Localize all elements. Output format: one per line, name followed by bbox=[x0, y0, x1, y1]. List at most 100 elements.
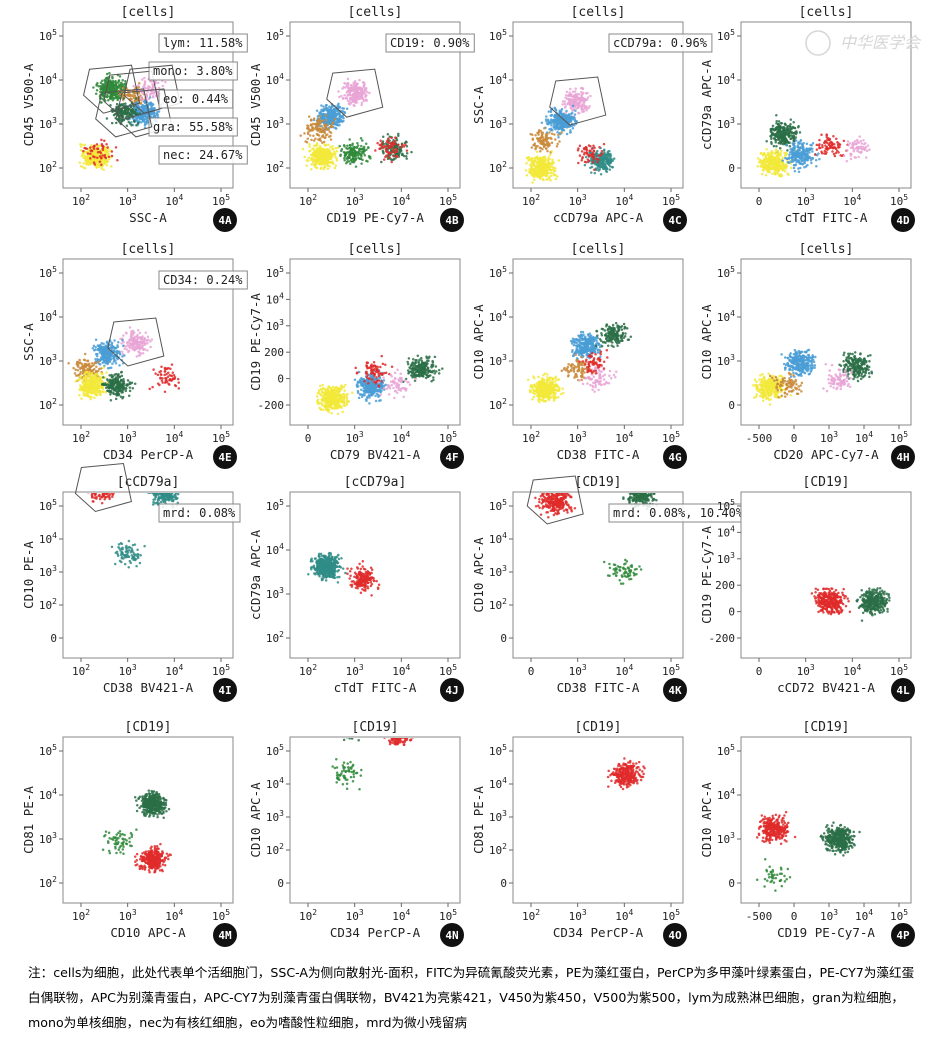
event-point-darkgreen bbox=[794, 136, 798, 139]
gate-outline bbox=[326, 68, 384, 118]
gate-label-box bbox=[148, 117, 238, 137]
event-point-yellow bbox=[760, 159, 764, 163]
event-point-blue bbox=[325, 103, 328, 107]
y-axis-label: CD45 V500-A bbox=[248, 63, 263, 146]
event-point-teal bbox=[590, 171, 593, 174]
event-point-orange bbox=[539, 149, 542, 153]
event-point-red bbox=[592, 149, 596, 153]
event-point-pink bbox=[128, 346, 131, 349]
event-point-orange bbox=[317, 138, 320, 141]
event-point-pink bbox=[354, 101, 357, 104]
event-point-green bbox=[123, 82, 127, 86]
event-point-teal bbox=[603, 163, 606, 166]
event-point-pink bbox=[364, 93, 368, 97]
event-point-yellow bbox=[97, 162, 101, 166]
event-point-yellow bbox=[782, 164, 785, 168]
event-point-pink bbox=[349, 89, 352, 92]
event-point-blue bbox=[800, 146, 803, 149]
event-point-red bbox=[830, 142, 833, 146]
event-point-pink bbox=[146, 349, 149, 352]
event-point-yellow bbox=[315, 166, 319, 170]
event-point-teal bbox=[596, 163, 599, 166]
event-point-yellow bbox=[311, 160, 315, 164]
event-point-orange bbox=[536, 131, 539, 135]
event-point-blue bbox=[570, 116, 573, 120]
event-point-green bbox=[111, 79, 115, 83]
event-point-pink bbox=[145, 95, 149, 98]
event-point-darkgreen bbox=[778, 129, 782, 133]
event-point-pink bbox=[142, 86, 145, 89]
event-point-green bbox=[350, 160, 354, 163]
event-point-red bbox=[818, 146, 822, 150]
event-point-orange bbox=[318, 124, 321, 128]
event-point-blue bbox=[818, 157, 821, 161]
event-point-yellow bbox=[331, 147, 334, 151]
event-point-darkgreen bbox=[780, 121, 784, 125]
event-point-orange bbox=[544, 136, 547, 139]
event-point-yellow bbox=[771, 167, 775, 170]
event-point-green bbox=[111, 76, 114, 80]
event-point-darkgreen bbox=[405, 151, 409, 155]
event-point-pink bbox=[361, 81, 365, 84]
event-point-pink bbox=[156, 81, 160, 85]
event-point-blue bbox=[573, 113, 577, 116]
event-point-yellow bbox=[524, 169, 528, 172]
event-point-red bbox=[89, 146, 92, 149]
event-point-yellow bbox=[783, 151, 786, 155]
event-point-pink bbox=[141, 78, 144, 81]
event-point-darkgreen bbox=[397, 134, 400, 138]
event-point-yellow bbox=[551, 158, 554, 162]
y-tick-label: 104 bbox=[489, 72, 507, 87]
event-point-green bbox=[119, 87, 122, 91]
event-point-pink bbox=[853, 140, 857, 143]
event-point-red bbox=[96, 147, 99, 150]
event-point-blue bbox=[555, 126, 558, 129]
event-point-red bbox=[376, 141, 379, 145]
event-point-orange bbox=[313, 122, 317, 126]
event-point-blue bbox=[335, 112, 338, 116]
event-point-red bbox=[387, 137, 390, 140]
y-axis-label: cCD79a APC-A bbox=[699, 59, 714, 150]
event-point-darkgreen bbox=[769, 127, 773, 131]
event-point-orange bbox=[543, 144, 547, 147]
event-point-pink bbox=[354, 85, 357, 88]
event-point-pink bbox=[358, 86, 362, 89]
event-point-teal bbox=[606, 154, 610, 157]
event-point-darkgreen bbox=[773, 132, 777, 136]
event-point-yellow bbox=[322, 150, 325, 153]
event-point-yellow bbox=[543, 161, 546, 165]
event-point-pink bbox=[340, 94, 343, 98]
event-point-blue bbox=[343, 111, 346, 115]
event-point-blue bbox=[560, 112, 564, 116]
event-point-blue bbox=[553, 106, 557, 110]
x-tick-label: 0 bbox=[756, 195, 763, 208]
event-point-yellow bbox=[777, 173, 781, 176]
event-point-yellow bbox=[78, 161, 82, 164]
event-point-orange bbox=[557, 133, 560, 137]
event-point-pink bbox=[366, 91, 369, 94]
event-point-pink bbox=[573, 90, 577, 93]
event-point-green bbox=[104, 83, 108, 87]
event-point-orange bbox=[321, 119, 324, 123]
event-point-green bbox=[352, 148, 355, 151]
event-point-pink bbox=[120, 350, 124, 353]
event-point-yellow bbox=[548, 157, 551, 161]
event-point-red bbox=[390, 151, 394, 154]
event-point-yellow bbox=[549, 178, 552, 182]
event-point-red bbox=[385, 154, 388, 157]
event-point-red bbox=[89, 152, 92, 155]
event-point-yellow bbox=[543, 159, 547, 162]
gate-label: nec: 24.67% bbox=[158, 145, 248, 165]
event-point-darkgreen bbox=[793, 126, 796, 130]
event-point-yellow bbox=[767, 161, 771, 164]
event-point-blue bbox=[814, 158, 818, 162]
event-point-pink bbox=[139, 352, 143, 355]
event-point-orange bbox=[546, 149, 549, 153]
event-point-green bbox=[360, 144, 363, 148]
event-point-pink bbox=[565, 97, 569, 100]
event-point-orange bbox=[322, 129, 326, 133]
x-tick-label: 102 bbox=[299, 193, 317, 208]
event-point-red bbox=[392, 155, 396, 158]
event-point-green bbox=[113, 85, 116, 88]
